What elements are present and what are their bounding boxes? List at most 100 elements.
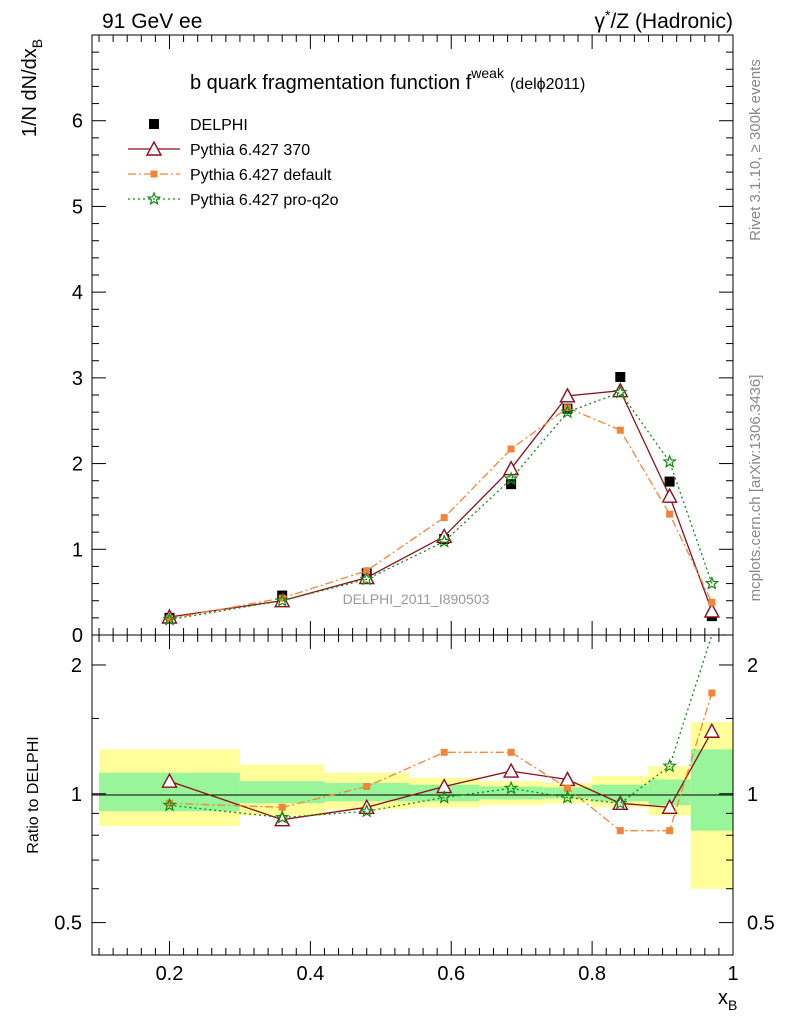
- main-point-3-1: [274, 593, 290, 607]
- main-ytick-label: 6: [72, 111, 83, 133]
- main-ytick-label: 4: [72, 282, 83, 304]
- ratio-xtick-label: 0.4: [296, 963, 324, 985]
- ratio-panel: 0.5 0.51 12 20.2 0.4 0.6 0.8 1 Ratio to DELPHI …: [25, 634, 775, 1013]
- main-point-3-7: [662, 454, 677, 469]
- legend-label-1: Pythia 6.427 370: [190, 142, 310, 159]
- mcplots-label: mcplots.cern.ch [arXiv:1306.3436]: [747, 375, 764, 602]
- legend-marker-3: [146, 191, 162, 206]
- ratio-xtick-label: 1: [727, 963, 738, 985]
- main-point-2-8: [708, 598, 716, 606]
- ratio-xtick-label: 0.2: [156, 963, 184, 985]
- legend-label-3: Pythia 6.427 pro-q2o: [190, 192, 339, 209]
- main-point-0-7: [664, 476, 675, 487]
- ratio-ytick-label-right: 2: [747, 655, 758, 677]
- legend-marker-0: [149, 119, 159, 129]
- ratio-point-2-7: [662, 758, 677, 773]
- ratio-point-1-1: [278, 803, 286, 811]
- ratio-point-0-8: [703, 722, 721, 738]
- ratio-band-stat-4: [479, 786, 543, 800]
- main-ytick-label: 3: [72, 368, 83, 390]
- main-ylabel: 1/N dN/dxB: [19, 39, 45, 137]
- ratio-xtick-label: 0.8: [578, 963, 606, 985]
- ratio-bands: [99, 722, 733, 889]
- main-frame: [91, 34, 734, 636]
- main-point-2-6: [616, 426, 624, 434]
- main-point-2-3: [440, 514, 448, 522]
- ratio-point-1-7: [666, 827, 674, 835]
- main-point-1-7: [661, 487, 678, 503]
- legend-label-2: Pythia 6.427 default: [190, 167, 332, 184]
- header-right: γ*/Z (Hadronic): [595, 7, 733, 33]
- ratio-ytick-label: 0.5: [54, 913, 82, 935]
- main-series-line-2: [169, 407, 713, 620]
- ratio-point-2-0: [162, 797, 177, 812]
- header-left: 91 GeV ee: [102, 10, 202, 33]
- main-point-2-7: [666, 510, 674, 518]
- ratio-xlabel: xB: [718, 987, 737, 1013]
- ratio-ylabel: Ratio to DELPHI: [25, 736, 42, 853]
- ratio-point-2-4: [503, 780, 519, 795]
- ratio-marks: [161, 634, 726, 835]
- legend-label-0: DELPHI: [190, 117, 248, 134]
- main-ytick-label: 1: [72, 539, 83, 561]
- ratio-point-1-5: [563, 784, 571, 792]
- ratio-point-0-4: [502, 762, 520, 778]
- ratio-band-stat-2: [324, 782, 409, 802]
- main-point-2-0: [165, 615, 173, 623]
- main-point-2-2: [363, 567, 371, 575]
- ratio-point-2-1: [274, 809, 290, 824]
- ratio-point-0-7: [661, 798, 678, 814]
- ratio-point-2-2: [359, 803, 374, 818]
- ratio-xtick-label: 0.6: [437, 963, 465, 985]
- legend: DELPHI Pythia 6.427 370 Pythia 6.427 defau…: [128, 117, 339, 209]
- ratio-point-1-2: [363, 782, 371, 790]
- main-ticks: 0 1 2 3 4 5 6: [72, 34, 734, 647]
- main-ytick-label: 2: [72, 454, 83, 476]
- main-ytick-label: 5: [72, 196, 83, 218]
- legend-marker-2: [150, 170, 158, 178]
- ratio-ytick-label-right: 1: [747, 784, 758, 806]
- ratio-band-stat-1: [239, 781, 325, 804]
- main-marks: [161, 372, 721, 626]
- main-point-3-4: [503, 471, 519, 486]
- ratio-series-line-2: [169, 634, 726, 819]
- main-point-1-8: [703, 602, 721, 618]
- main-point-2-5: [563, 404, 571, 412]
- ratio-point-2-5: [560, 789, 575, 804]
- main-point-0-6: [615, 372, 626, 382]
- main-point-3-3: [436, 533, 452, 548]
- ratio-point-2-6: [613, 795, 628, 810]
- main-point-1-4: [502, 460, 520, 476]
- main-series-line-1: [169, 390, 713, 618]
- main-point-2-1: [278, 594, 286, 602]
- main-point-1-5: [559, 387, 576, 403]
- watermark: DELPHI_2011_I890503: [343, 591, 490, 607]
- ratio-point-1-4: [507, 748, 515, 756]
- main-title: b quark fragmentation function fweak(del…: [190, 65, 585, 94]
- ratio-point-2-3: [436, 789, 452, 804]
- legend-marker-1: [145, 140, 163, 156]
- ratio-ytick-label: 2: [71, 655, 82, 677]
- main-series-line-3: [169, 391, 713, 621]
- rivet-label: Rivet 3.1.10, ≥ 300k events: [747, 59, 764, 241]
- ratio-ytick-label-right: 0.5: [747, 913, 775, 935]
- main-point-3-5: [560, 404, 575, 419]
- main-point-3-2: [359, 571, 374, 586]
- main-point-0-4: [506, 479, 517, 490]
- ratio-series-line-1: [169, 692, 713, 832]
- ratio-ytick-label: 1: [71, 784, 82, 806]
- ratio-band-stat-8: [690, 749, 733, 831]
- ratio-point-1-0: [165, 799, 173, 807]
- ratio-point-0-0: [161, 772, 178, 788]
- main-point-2-4: [507, 445, 515, 453]
- main-point-3-8: [704, 575, 720, 590]
- ratio-point-1-6: [616, 827, 624, 835]
- main-point-3-6: [613, 384, 628, 399]
- ratio-ticks: 0.5 0.5 1 1 2 2 0.2 0.4 0.6 0.8 1: [54, 635, 775, 985]
- ratio-frame: [91, 634, 734, 956]
- ratio-point-1-8: [708, 689, 716, 697]
- ratio-point-1-3: [440, 748, 448, 756]
- main-panel: 0 1 2 3 4 5 6 b quark fragmentation function f…: [19, 34, 734, 647]
- main-ytick-label: 0: [72, 625, 83, 647]
